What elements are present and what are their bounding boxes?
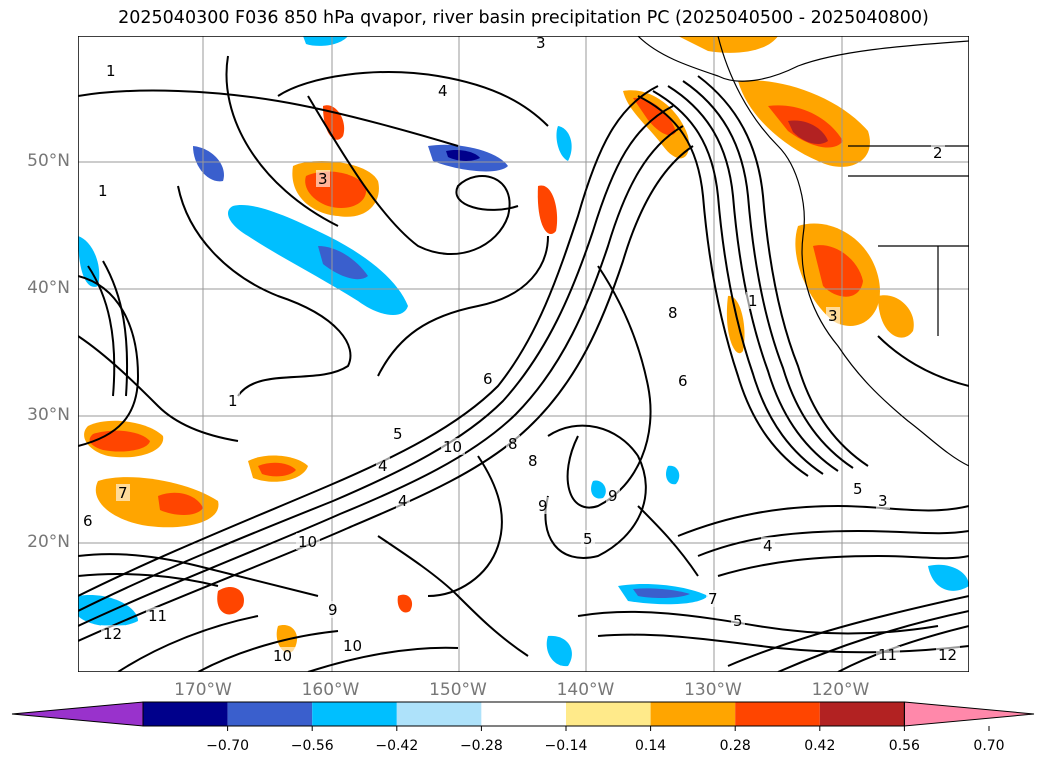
contour-label: 9 bbox=[608, 487, 618, 505]
colorbar-tick-label: −0.70 bbox=[206, 738, 250, 754]
contour-label: 8 bbox=[528, 452, 538, 470]
contour-label: 2 bbox=[933, 144, 943, 162]
contour-label: 3 bbox=[318, 170, 328, 188]
contour-label: 3 bbox=[536, 36, 546, 52]
contour-label: 3 bbox=[828, 307, 838, 325]
contour-label: 1 bbox=[106, 62, 116, 80]
colorbar-tick-label: −0.14 bbox=[544, 738, 588, 754]
contour-label: 10 bbox=[443, 438, 462, 456]
lon-label: 160°W bbox=[301, 680, 360, 700]
contour-label: 5 bbox=[583, 530, 593, 548]
contour-lines bbox=[78, 55, 969, 672]
colorbar-tick-label: 0.28 bbox=[719, 738, 751, 754]
colorbar-cell bbox=[650, 702, 736, 726]
contour-label: 8 bbox=[508, 435, 518, 453]
contour-label: 9 bbox=[538, 497, 548, 515]
graticule bbox=[78, 36, 969, 672]
colorbar-cell bbox=[566, 702, 651, 726]
contour-label: 6 bbox=[678, 372, 688, 390]
contour-label: 6 bbox=[83, 512, 93, 530]
contour-label: 1 bbox=[98, 182, 108, 200]
contour-label: 11 bbox=[148, 607, 167, 625]
lat-label: 40°N bbox=[27, 278, 70, 298]
contour-label: 3 bbox=[878, 492, 888, 510]
contour-label: 12 bbox=[103, 625, 122, 643]
contour-label: 1 bbox=[228, 392, 238, 410]
colorbar-extend-high bbox=[903, 701, 1035, 727]
contour-label: 5 bbox=[393, 425, 403, 443]
contour-label: 10 bbox=[298, 533, 317, 551]
colorbar-extend-low bbox=[11, 701, 144, 727]
colorbar-tick-label: 0.14 bbox=[635, 738, 667, 754]
contour-label: 8 bbox=[668, 304, 678, 322]
contour-label: 10 bbox=[273, 647, 292, 665]
contour-label: 5 bbox=[733, 612, 743, 630]
colorbar-tick-label: −0.28 bbox=[459, 738, 503, 754]
colorbar-tick-label: −0.56 bbox=[290, 738, 334, 754]
lat-label: 50°N bbox=[27, 151, 70, 171]
contour-label: 6 bbox=[483, 370, 493, 388]
lon-label: 130°W bbox=[684, 680, 742, 700]
contour-label: 4 bbox=[438, 82, 448, 100]
contour-label: 4 bbox=[378, 457, 388, 475]
lat-label: 30°N bbox=[27, 405, 70, 425]
contour-label: 11 bbox=[878, 646, 897, 664]
colorbar-cell bbox=[481, 702, 566, 726]
lat-label: 20°N bbox=[27, 532, 70, 552]
coastline bbox=[637, 36, 969, 467]
contour-label: 7 bbox=[708, 590, 718, 608]
contour-label: 7 bbox=[118, 484, 128, 502]
contour-label: 12 bbox=[938, 646, 957, 664]
contour-label: 9 bbox=[328, 601, 338, 619]
lon-label: 150°W bbox=[429, 680, 487, 700]
contour-label: 4 bbox=[763, 537, 773, 555]
colorbar-cell bbox=[819, 702, 905, 726]
contour-label: 1 bbox=[748, 292, 758, 310]
colorbar bbox=[11, 701, 1035, 731]
map-title: 2025040300 F036 850 hPa qvapor, river ba… bbox=[118, 8, 929, 28]
colorbar-cell bbox=[227, 702, 313, 726]
lon-label: 140°W bbox=[556, 680, 615, 700]
lon-label: 120°W bbox=[811, 680, 870, 700]
colorbar-tick-label: 0.70 bbox=[973, 738, 1005, 754]
colorbar-tick-label: 0.42 bbox=[804, 738, 836, 754]
contour-label: 5 bbox=[853, 480, 863, 498]
lon-label: 170°W bbox=[174, 680, 232, 700]
colorbar-cell bbox=[312, 702, 397, 726]
colorbar-cell bbox=[735, 702, 820, 726]
contour-label: 10 bbox=[343, 637, 362, 655]
colorbar-cell bbox=[396, 702, 482, 726]
colorbar-tick-label: −0.42 bbox=[375, 738, 419, 754]
colorbar-tick-label: 0.56 bbox=[888, 738, 920, 754]
contour-label: 4 bbox=[398, 492, 408, 510]
colorbar-cell bbox=[143, 702, 228, 726]
